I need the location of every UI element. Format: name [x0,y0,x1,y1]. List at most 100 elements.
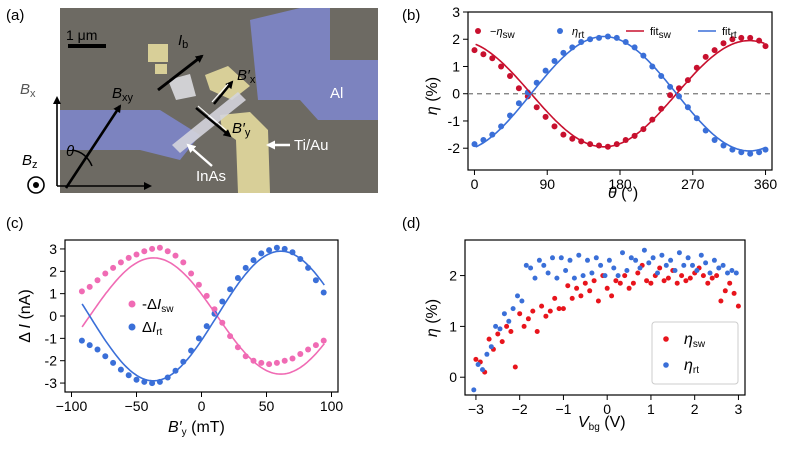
data-point-d-0 [683,278,689,284]
ytick-label-c: 0 [49,308,57,324]
data-point-d-0 [587,288,593,294]
ytick-label-c: -2 [45,353,58,369]
data-point-c-0 [305,346,312,353]
data-point-d-1 [720,262,726,268]
data-point-b-0 [489,55,496,62]
data-point-d-1 [510,306,516,312]
data-point-d-1 [598,262,604,268]
data-point-d-0 [582,280,588,286]
data-point-d-1 [694,268,700,273]
legend-label-c-1: ΔIrt [142,319,163,338]
data-point-d-0 [578,293,584,299]
data-point-d-0 [556,306,562,312]
data-point-d-0 [735,303,741,309]
legend-label-c-0: -ΔIsw [142,296,174,315]
micrograph-labels: Ib B′x B′y Bxy θ Al Ti/Au InAs Bx Bz [20,32,343,185]
data-point-c-1 [273,244,280,251]
data-point-d-0 [714,273,720,279]
data-point-d-1 [545,270,551,276]
data-point-c-1 [312,277,319,284]
data-point-d-0 [574,285,580,291]
data-point-c-0 [273,359,280,366]
data-point-d-0 [495,331,501,337]
data-point-b-0 [738,34,745,41]
scale-bar [68,44,106,48]
data-point-d-1 [681,262,687,268]
al-lead-upper [250,8,378,120]
ib-arrow [157,54,204,92]
data-point-d-0 [626,285,632,291]
data-point-d-1 [615,273,621,279]
fit-curve-b-3 [475,35,765,152]
data-point-b-1 [471,141,478,148]
data-point-c-1 [242,264,249,271]
data-point-d-1 [528,265,534,271]
inas-nanowire [172,92,246,153]
data-point-d-1 [628,255,634,261]
ytick-label-b: 2 [452,31,460,47]
data-point-d-0 [543,313,549,319]
data-point-b-0 [507,73,513,79]
data-point-b-1 [498,123,505,130]
xlabel-b: θ (°) [608,185,638,202]
legend-label-b-2: fitsw [650,26,672,41]
legend-label-b-0: −ηsw [490,26,516,41]
bx-prime-arrow [213,80,234,105]
data-point-b-1 [649,63,656,70]
xlabel-c: B′y (mT) [168,419,225,438]
data-point-c-0 [203,292,210,299]
bx-prime-label: B′x [237,67,256,86]
data-point-d-1 [633,257,639,263]
data-point-b-1 [711,137,718,143]
tiau-pad-small [148,44,168,62]
legend-marker-c-0 [128,300,136,308]
data-point-b-1 [489,131,496,138]
data-point-d-1 [589,270,595,276]
data-point-d-0 [617,280,623,286]
data-point-d-0 [539,303,545,309]
xtick-label-b: 0 [471,176,479,192]
data-point-d-0 [547,308,553,314]
data-point-d-0 [473,356,479,362]
data-point-d-0 [604,285,610,291]
theta-label: θ [66,143,74,160]
chart-c: −100 −50 0 50 100 -3 -2 -1 0 1 2 3 B′y (mT) Δ I (nA) -… [17,239,343,438]
data-point-c-0 [195,281,202,288]
data-point-c-1 [281,245,288,252]
data-point-d-1 [602,273,608,279]
ytick-label-b: -2 [448,140,461,156]
tiau-contact-lower [220,112,270,193]
data-point-d-1 [515,293,520,299]
data-point-b-0 [542,113,549,120]
data-point-d-0 [609,293,615,299]
data-point-d-1 [624,268,630,273]
bxy-arrow [64,104,122,189]
data-point-c-1 [320,289,327,296]
data-point-c-1 [102,353,109,360]
panel-label-c: (c) [6,215,24,232]
xtick-label-b: 270 [681,176,705,192]
data-point-b-0 [515,85,522,92]
fit-curve-c-3 [81,250,325,382]
data-point-c-0 [125,254,132,261]
data-point-d-1 [471,387,477,393]
data-point-b-0 [498,63,505,70]
data-point-c-0 [312,342,319,349]
data-point-c-1 [125,372,132,379]
data-point-c-1 [86,342,93,349]
data-point-b-0 [560,131,567,138]
ylabel-b: η (%) [424,77,441,115]
data-point-c-1 [250,257,257,264]
data-point-b-0 [720,40,727,47]
bz-dot-icon [33,182,39,188]
data-point-c-0 [141,248,148,255]
ytick-label-b: 3 [452,4,460,20]
data-point-d-1 [536,257,542,263]
xtick-label-d: −3 [468,401,484,417]
data-point-d-1 [655,270,660,276]
data-point-d-0 [504,323,510,329]
bx-lab-label: Bx [20,81,36,100]
xtick-label-d: 2 [691,401,699,417]
data-point-d-1 [646,260,652,266]
